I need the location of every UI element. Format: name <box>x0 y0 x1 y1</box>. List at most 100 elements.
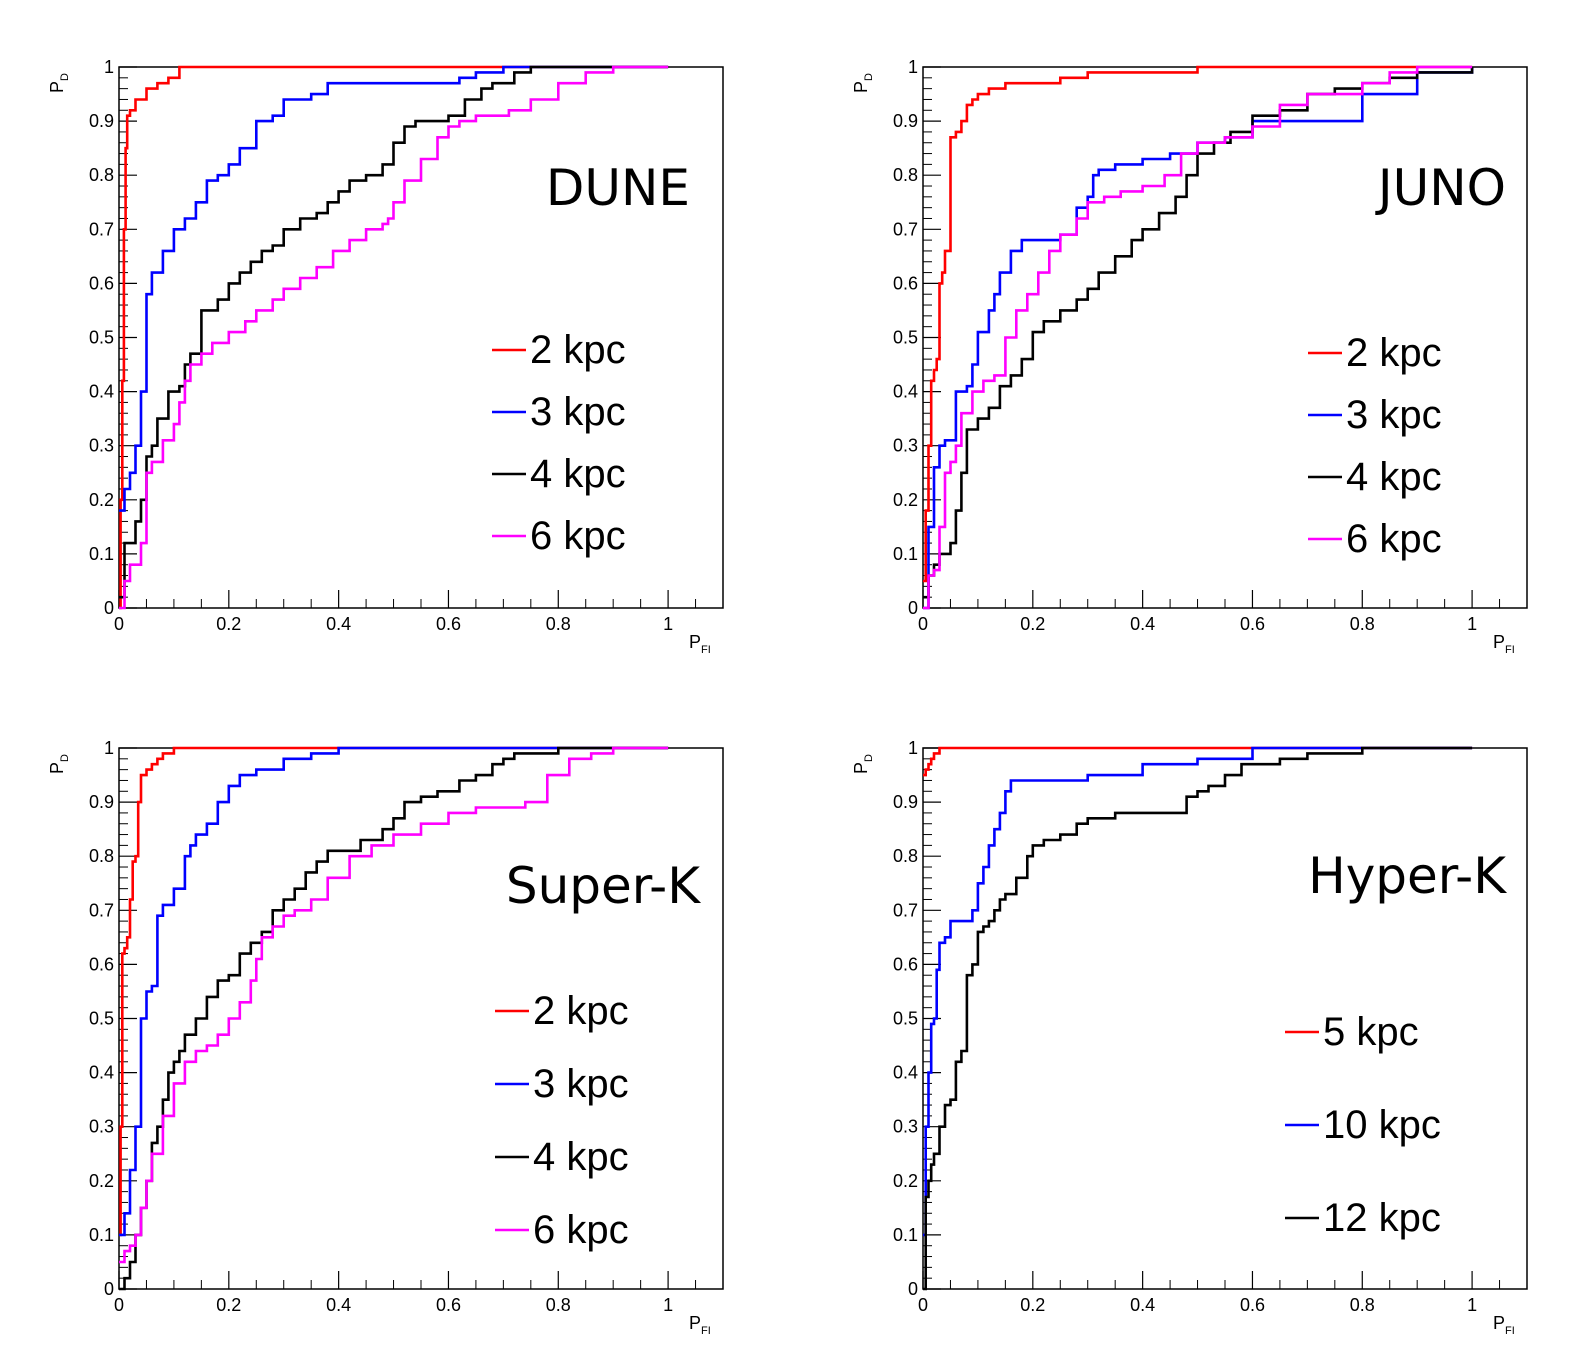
legend-label: 4 kpc <box>1346 455 1442 499</box>
y-tick-label: 0.3 <box>893 1117 918 1137</box>
x-tick-label: 0.2 <box>216 614 241 634</box>
series-line-6-kpc <box>119 65 669 610</box>
x-tick-label: 0.8 <box>1350 1295 1375 1315</box>
y-axis-title: PD <box>47 754 71 774</box>
x-tick-label: 1 <box>1467 614 1477 634</box>
y-tick-label: 1 <box>104 57 114 77</box>
x-axis-title: PFI <box>689 1313 711 1337</box>
series-line-2-kpc <box>119 746 669 1237</box>
detector-label: Hyper-K <box>1308 847 1507 905</box>
plot-frame <box>118 66 724 609</box>
y-tick-label: 0.6 <box>89 273 114 293</box>
legend-label: 2 kpc <box>530 328 626 372</box>
series-line-3-kpc <box>119 65 669 512</box>
x-tick-label: 0 <box>114 1295 124 1315</box>
y-tick-label: 0.3 <box>89 1117 114 1137</box>
x-axis-title: PFI <box>689 632 711 656</box>
y-tick-label: 0.5 <box>893 1009 918 1029</box>
y-tick-label: 0.2 <box>89 1171 114 1191</box>
legend-label: 3 kpc <box>530 390 626 434</box>
detector-label: Super-K <box>506 857 701 915</box>
series-line-10-kpc <box>923 746 1473 1237</box>
legend-label: 10 kpc <box>1323 1103 1441 1147</box>
legend-label: 2 kpc <box>533 989 629 1033</box>
y-tick-label: 0.7 <box>89 900 114 920</box>
legend-label: 3 kpc <box>533 1062 629 1106</box>
chart-panel-0: 0 0.1 0.2 0.3 0.4 0.5 0.6 0.7 0.8 0.9 1 0 0.2 0.4 0.6 0… <box>47 57 724 656</box>
series-line-3-kpc <box>119 746 669 1237</box>
y-tick-label: 0.4 <box>893 382 918 402</box>
y-tick-label: 0.5 <box>89 1009 114 1029</box>
y-tick-label: 0.8 <box>893 165 918 185</box>
y-tick-label: 0.9 <box>89 111 114 131</box>
x-tick-label: 0.8 <box>1350 614 1375 634</box>
y-axis-title: PD <box>851 754 875 774</box>
y-tick-label: 0.9 <box>893 792 918 812</box>
legend-label: 4 kpc <box>530 452 626 496</box>
y-tick-label: 0.2 <box>893 490 918 510</box>
x-tick-label: 0.4 <box>326 614 351 634</box>
y-tick-label: 0 <box>104 598 114 618</box>
y-tick-label: 0.4 <box>893 1063 918 1083</box>
legend-label: 4 kpc <box>533 1135 629 1179</box>
x-tick-label: 0.6 <box>1240 614 1265 634</box>
series-line-4-kpc <box>923 67 1474 599</box>
y-tick-label: 0.6 <box>893 273 918 293</box>
y-axis-title: PD <box>47 73 71 93</box>
x-tick-label: 0 <box>918 614 928 634</box>
y-tick-label: 0.7 <box>893 219 918 239</box>
y-tick-label: 0.1 <box>89 1225 114 1245</box>
legend-label: 6 kpc <box>530 514 626 558</box>
y-tick-label: 1 <box>908 57 918 77</box>
y-tick-label: 1 <box>104 738 114 758</box>
series-line-2-kpc <box>119 65 669 610</box>
y-tick-label: 0.4 <box>89 1063 114 1083</box>
x-tick-label: 1 <box>663 614 673 634</box>
y-tick-label: 0.7 <box>89 219 114 239</box>
x-tick-label: 0.8 <box>546 1295 571 1315</box>
y-tick-label: 0.5 <box>89 328 114 348</box>
x-tick-label: 0.2 <box>1020 1295 1045 1315</box>
y-tick-label: 0.3 <box>893 436 918 456</box>
y-tick-label: 0.2 <box>89 490 114 510</box>
y-tick-label: 0.8 <box>89 846 114 866</box>
y-tick-label: 0.1 <box>893 544 918 564</box>
x-tick-label: 1 <box>1467 1295 1477 1315</box>
legend-label: 6 kpc <box>1346 517 1442 561</box>
chart-panel-1: 0 0.1 0.2 0.3 0.4 0.5 0.6 0.7 0.8 0.9 1 0 0.2 0.4 0.6 0… <box>851 57 1528 656</box>
y-tick-label: 0.6 <box>893 954 918 974</box>
x-tick-label: 0.8 <box>546 614 571 634</box>
x-tick-label: 0.6 <box>436 614 461 634</box>
x-tick-label: 0.2 <box>216 1295 241 1315</box>
y-tick-label: 0.9 <box>893 111 918 131</box>
y-tick-label: 0.7 <box>893 900 918 920</box>
y-tick-label: 0.5 <box>893 328 918 348</box>
x-tick-label: 0.4 <box>326 1295 351 1315</box>
series-line-4-kpc <box>119 65 669 599</box>
legend-label: 5 kpc <box>1323 1010 1419 1054</box>
x-tick-label: 0.6 <box>1240 1295 1265 1315</box>
detector-label: JUNO <box>1375 159 1506 217</box>
series-line-6-kpc <box>923 65 1473 610</box>
x-tick-label: 0 <box>918 1295 928 1315</box>
y-tick-label: 0 <box>908 1279 918 1299</box>
y-tick-label: 0.8 <box>89 165 114 185</box>
legend-label: 6 kpc <box>533 1208 629 1252</box>
y-tick-label: 0.1 <box>89 544 114 564</box>
legend-label: 3 kpc <box>1346 393 1442 437</box>
legend-label: 12 kpc <box>1323 1196 1441 1240</box>
chart-panel-2: 0 0.1 0.2 0.3 0.4 0.5 0.6 0.7 0.8 0.9 1 0 0.2 0.4 0.6 0… <box>47 738 724 1337</box>
y-tick-label: 0.3 <box>89 436 114 456</box>
y-axis-title: PD <box>851 73 875 93</box>
y-tick-label: 0.2 <box>893 1171 918 1191</box>
y-tick-label: 0.4 <box>89 382 114 402</box>
y-tick-label: 0.1 <box>893 1225 918 1245</box>
x-tick-label: 0 <box>114 614 124 634</box>
y-tick-label: 0 <box>908 598 918 618</box>
x-tick-label: 1 <box>663 1295 673 1315</box>
detector-label: DUNE <box>546 159 690 217</box>
x-axis-title: PFI <box>1493 1313 1515 1337</box>
y-tick-label: 1 <box>908 738 918 758</box>
series-line-12-kpc <box>923 746 1473 1291</box>
